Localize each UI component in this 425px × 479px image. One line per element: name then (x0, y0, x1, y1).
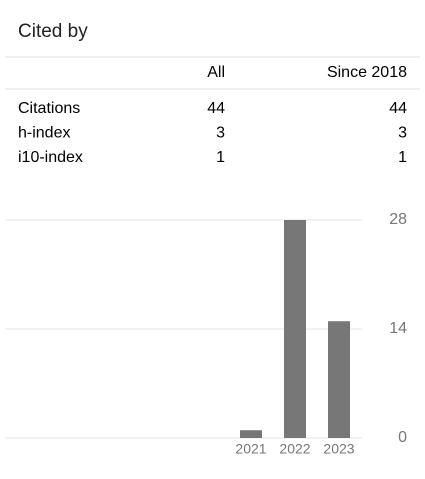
x-tick-label: 2021 (235, 441, 266, 457)
row-value: 3 (398, 125, 407, 142)
row-value: 1 (398, 149, 407, 166)
bar (328, 321, 350, 438)
y-tick-label: 0 (398, 429, 407, 446)
column-header: Since 2018 (327, 64, 407, 81)
x-tick-label: 2022 (279, 441, 310, 457)
row-value: 3 (216, 125, 225, 142)
row-label: i10-index (18, 149, 83, 166)
column-header: All (207, 64, 225, 81)
row-label: h-index (18, 125, 70, 142)
x-tick-label: 2023 (323, 441, 354, 457)
widget-title: Cited by (18, 21, 88, 42)
bar (284, 220, 306, 438)
row-value: 44 (207, 100, 225, 117)
y-tick-label: 14 (389, 320, 407, 337)
row-value: 44 (389, 100, 407, 117)
y-tick-label: 28 (389, 211, 407, 228)
bar (240, 430, 262, 438)
row-value: 1 (216, 149, 225, 166)
row-label: Citations (18, 100, 80, 117)
